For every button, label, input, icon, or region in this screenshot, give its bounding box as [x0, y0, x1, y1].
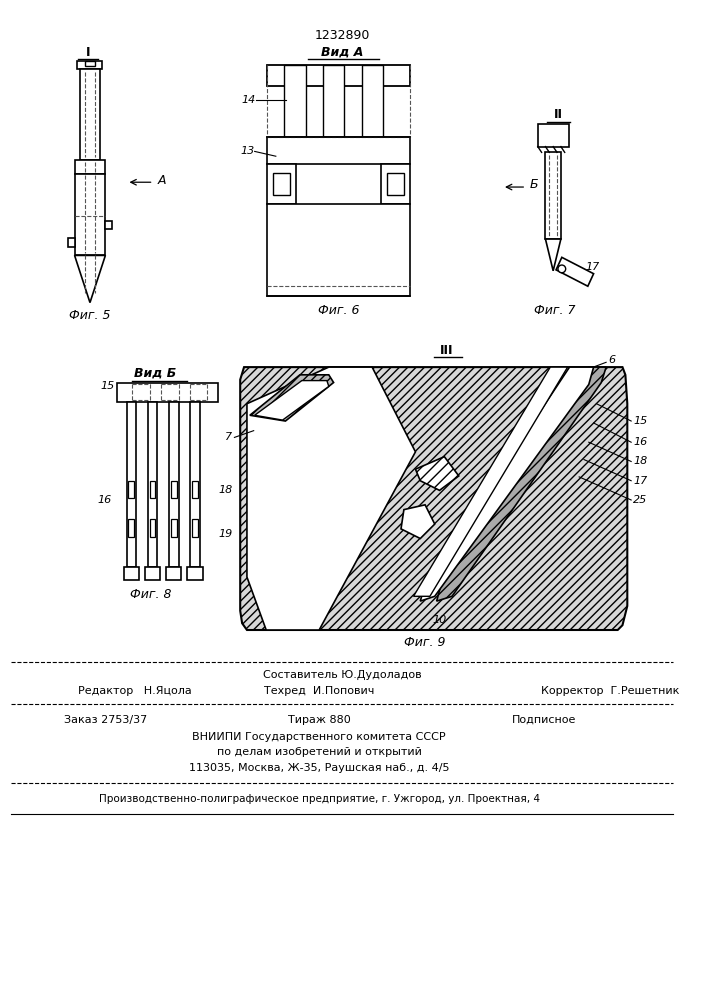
Bar: [81, 69, 100, 160]
Text: 17: 17: [633, 476, 648, 486]
Polygon shape: [556, 257, 594, 286]
Text: по делам изобретений и открытий: по делам изобретений и открытий: [217, 747, 421, 757]
Bar: [124, 567, 139, 580]
Polygon shape: [414, 367, 568, 596]
Text: 113035, Москва, Ж-35, Раушская наб., д. 4/5: 113035, Москва, Ж-35, Раушская наб., д. …: [189, 763, 450, 773]
Bar: [323, 65, 344, 137]
Polygon shape: [546, 239, 561, 271]
Bar: [169, 402, 179, 567]
Text: Составитель Ю.Дудоладов: Составитель Ю.Дудоладов: [263, 670, 421, 680]
Bar: [129, 481, 134, 498]
Text: Подписное: Подписное: [512, 715, 576, 725]
Bar: [267, 164, 296, 204]
Text: Корректор  Г.Решетник: Корректор Г.Решетник: [541, 686, 679, 696]
Bar: [192, 519, 198, 537]
Polygon shape: [255, 381, 329, 420]
Text: 18: 18: [633, 456, 648, 466]
Polygon shape: [416, 457, 459, 490]
Bar: [267, 65, 409, 86]
Bar: [74, 160, 105, 174]
Text: 15: 15: [633, 416, 648, 426]
Bar: [187, 567, 203, 580]
Text: 7: 7: [226, 432, 233, 442]
Circle shape: [558, 265, 566, 273]
Text: Фиг. 7: Фиг. 7: [534, 304, 575, 317]
Text: II: II: [554, 108, 563, 121]
Bar: [267, 137, 409, 164]
Bar: [273, 173, 291, 195]
Bar: [538, 124, 568, 147]
Bar: [387, 173, 404, 195]
Polygon shape: [420, 367, 594, 601]
Polygon shape: [401, 505, 435, 539]
Text: 18: 18: [218, 485, 233, 495]
Text: Б: Б: [530, 178, 538, 191]
Bar: [171, 519, 177, 537]
Bar: [171, 481, 177, 498]
Text: 14: 14: [241, 95, 256, 105]
Text: Производственно-полиграфическое предприятие, г. Ужгород, ул. Проектная, 4: Производственно-полиграфическое предприя…: [99, 794, 539, 804]
Polygon shape: [74, 255, 105, 303]
Text: 13: 13: [240, 146, 255, 156]
Bar: [78, 61, 103, 69]
Bar: [190, 402, 200, 567]
Text: Техред  И.Попович: Техред И.Попович: [264, 686, 374, 696]
Text: ВНИИПИ Государственного комитета СССР: ВНИИПИ Государственного комитета СССР: [192, 732, 446, 742]
Bar: [127, 402, 136, 567]
Text: Вид Б: Вид Б: [134, 366, 177, 379]
Text: Фиг. 8: Фиг. 8: [130, 588, 171, 601]
Bar: [381, 164, 409, 204]
Polygon shape: [247, 367, 416, 630]
Text: 15: 15: [101, 381, 115, 391]
Bar: [166, 567, 182, 580]
Text: 10: 10: [433, 615, 447, 625]
Bar: [145, 567, 160, 580]
Text: Фиг. 9: Фиг. 9: [404, 636, 446, 649]
Text: 1232890: 1232890: [315, 29, 370, 42]
Bar: [267, 204, 409, 296]
Text: Фиг. 5: Фиг. 5: [69, 309, 111, 322]
Text: Тираж 880: Тираж 880: [288, 715, 351, 725]
Polygon shape: [250, 375, 334, 421]
Text: 6: 6: [608, 355, 615, 365]
Text: 17: 17: [586, 262, 600, 272]
Bar: [150, 481, 156, 498]
Bar: [361, 65, 382, 137]
Bar: [129, 519, 134, 537]
Bar: [117, 383, 218, 402]
Text: 19: 19: [218, 529, 233, 539]
Text: Заказ 2753/37: Заказ 2753/37: [64, 715, 147, 725]
Text: A: A: [158, 174, 166, 187]
Text: 25: 25: [633, 495, 648, 505]
Polygon shape: [437, 367, 606, 601]
Text: I: I: [86, 46, 90, 59]
Bar: [105, 221, 112, 229]
Text: Редактор   Н.Яцола: Редактор Н.Яцола: [78, 686, 192, 696]
Text: 16: 16: [633, 437, 648, 447]
Polygon shape: [240, 367, 627, 630]
Bar: [148, 402, 158, 567]
Text: 16: 16: [98, 495, 112, 505]
Text: III: III: [440, 344, 453, 357]
Bar: [150, 519, 156, 537]
Bar: [192, 481, 198, 498]
Text: Вид A: Вид A: [321, 46, 363, 59]
Bar: [546, 152, 561, 239]
Bar: [85, 61, 95, 66]
Bar: [74, 174, 105, 255]
Bar: [68, 238, 74, 247]
Text: Фиг. 6: Фиг. 6: [317, 304, 359, 317]
Bar: [284, 65, 305, 137]
